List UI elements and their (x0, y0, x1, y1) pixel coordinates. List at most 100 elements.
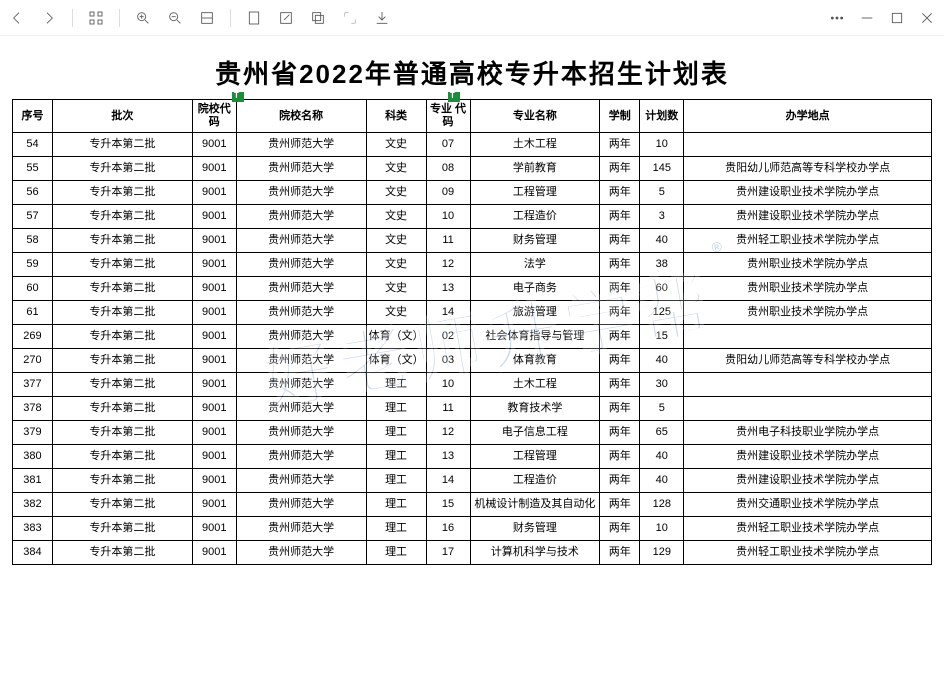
table-cell: 土木工程 (470, 133, 600, 157)
table-header-row: 序号批次院校代码院校名称科类专业 代码专业名称学制计划数办学地点 (13, 100, 932, 133)
table-cell: 两年 (600, 325, 640, 349)
table-cell: 学前教育 (470, 157, 600, 181)
col-header: 院校名称 (236, 100, 366, 133)
table-cell: 专升本第二批 (52, 469, 192, 493)
table-cell: 03 (426, 349, 470, 373)
forward-icon[interactable] (40, 9, 58, 27)
table-cell: 贵州师范大学 (236, 277, 366, 301)
table-cell: 9001 (192, 301, 236, 325)
zoom-out-icon[interactable] (166, 9, 184, 27)
table-cell: 理工 (366, 541, 426, 565)
table-cell: 9001 (192, 277, 236, 301)
table-cell: 两年 (600, 445, 640, 469)
table-cell: 270 (13, 349, 53, 373)
table-cell: 专升本第二批 (52, 325, 192, 349)
table-cell: 两年 (600, 421, 640, 445)
edit-icon[interactable] (277, 9, 295, 27)
table-cell: 两年 (600, 277, 640, 301)
col-header: 序号 (13, 100, 53, 133)
table-cell: 土木工程 (470, 373, 600, 397)
table-cell: 08 (426, 157, 470, 181)
fit-icon[interactable] (198, 9, 216, 27)
minimize-icon[interactable] (858, 9, 876, 27)
separator (230, 9, 231, 27)
table-cell: 9001 (192, 205, 236, 229)
table-cell (684, 133, 932, 157)
table-row: 381专升本第二批9001贵州师范大学理工14工程造价两年40贵州建设职业技术学… (13, 469, 932, 493)
table-cell: 电子信息工程 (470, 421, 600, 445)
table-cell: 两年 (600, 229, 640, 253)
table-cell: 57 (13, 205, 53, 229)
table-cell: 9001 (192, 493, 236, 517)
page-icon[interactable] (245, 9, 263, 27)
table-cell: 269 (13, 325, 53, 349)
table-cell: 60 (13, 277, 53, 301)
table-cell: 文史 (366, 205, 426, 229)
table-cell: 贵州师范大学 (236, 469, 366, 493)
table-cell: 理工 (366, 493, 426, 517)
table-cell: 文史 (366, 253, 426, 277)
table-cell (684, 397, 932, 421)
table-cell: 专升本第二批 (52, 373, 192, 397)
table-row: 378专升本第二批9001贵州师范大学理工11教育技术学两年5 (13, 397, 932, 421)
table-cell: 旅游管理 (470, 301, 600, 325)
table-cell: 贵州建设职业技术学院办学点 (684, 469, 932, 493)
table-cell: 5 (640, 397, 684, 421)
table-row: 55专升本第二批9001贵州师范大学文史08学前教育两年145贵阳幼儿师范高等专… (13, 157, 932, 181)
table-row: 382专升本第二批9001贵州师范大学理工15机械设计制造及其自动化两年128贵… (13, 493, 932, 517)
copy-icon[interactable] (309, 9, 327, 27)
table-cell: 贵州职业技术学院办学点 (684, 301, 932, 325)
table-cell: 文史 (366, 133, 426, 157)
back-icon[interactable] (8, 9, 26, 27)
table-cell: 贵州师范大学 (236, 181, 366, 205)
table-row: 377专升本第二批9001贵州师范大学理工10土木工程两年30 (13, 373, 932, 397)
grid-icon[interactable] (87, 9, 105, 27)
zoom-in-icon[interactable] (134, 9, 152, 27)
table-cell: 384 (13, 541, 53, 565)
table-cell: 9001 (192, 253, 236, 277)
table-cell: 07 (426, 133, 470, 157)
table-cell: 两年 (600, 133, 640, 157)
table-cell: 贵州交通职业技术学院办学点 (684, 493, 932, 517)
table-cell: 专升本第二批 (52, 133, 192, 157)
table-cell: 09 (426, 181, 470, 205)
table-cell: 两年 (600, 157, 640, 181)
table-cell: 9001 (192, 373, 236, 397)
table-cell: 理工 (366, 421, 426, 445)
table-cell: 文史 (366, 157, 426, 181)
download-icon[interactable] (373, 9, 391, 27)
table-cell: 65 (640, 421, 684, 445)
close-icon[interactable] (918, 9, 936, 27)
table-cell: 文史 (366, 181, 426, 205)
table-cell: 贵州电子科技职业学院办学点 (684, 421, 932, 445)
table-cell: 贵州建设职业技术学院办学点 (684, 445, 932, 469)
table-cell: 贵州师范大学 (236, 157, 366, 181)
table-cell: 377 (13, 373, 53, 397)
page-title: 贵州省2022年普通高校专升本招生计划表 (0, 54, 944, 91)
table-cell: 专升本第二批 (52, 493, 192, 517)
table-cell: 125 (640, 301, 684, 325)
table-cell: 9001 (192, 229, 236, 253)
col-header: 学制 (600, 100, 640, 133)
table-cell: 两年 (600, 205, 640, 229)
table-cell: 专升本第二批 (52, 397, 192, 421)
table-cell: 贵阳幼儿师范高等专科学校办学点 (684, 349, 932, 373)
table-cell: 体育教育 (470, 349, 600, 373)
table-cell: 129 (640, 541, 684, 565)
table-cell: 贵州师范大学 (236, 349, 366, 373)
toolbar (0, 0, 944, 36)
maximize-icon[interactable] (888, 9, 906, 27)
table-cell: 体育（文） (366, 349, 426, 373)
table-cell: 380 (13, 445, 53, 469)
more-icon[interactable] (828, 9, 846, 27)
table-cell: 02 (426, 325, 470, 349)
table-cell: 两年 (600, 349, 640, 373)
table-cell: 理工 (366, 397, 426, 421)
table-cell: 128 (640, 493, 684, 517)
table-cell: 专升本第二批 (52, 253, 192, 277)
table-cell: 贵州师范大学 (236, 133, 366, 157)
table-cell: 贵州师范大学 (236, 325, 366, 349)
expand-icon[interactable] (341, 9, 359, 27)
table-cell: 理工 (366, 517, 426, 541)
table-cell: 14 (426, 469, 470, 493)
